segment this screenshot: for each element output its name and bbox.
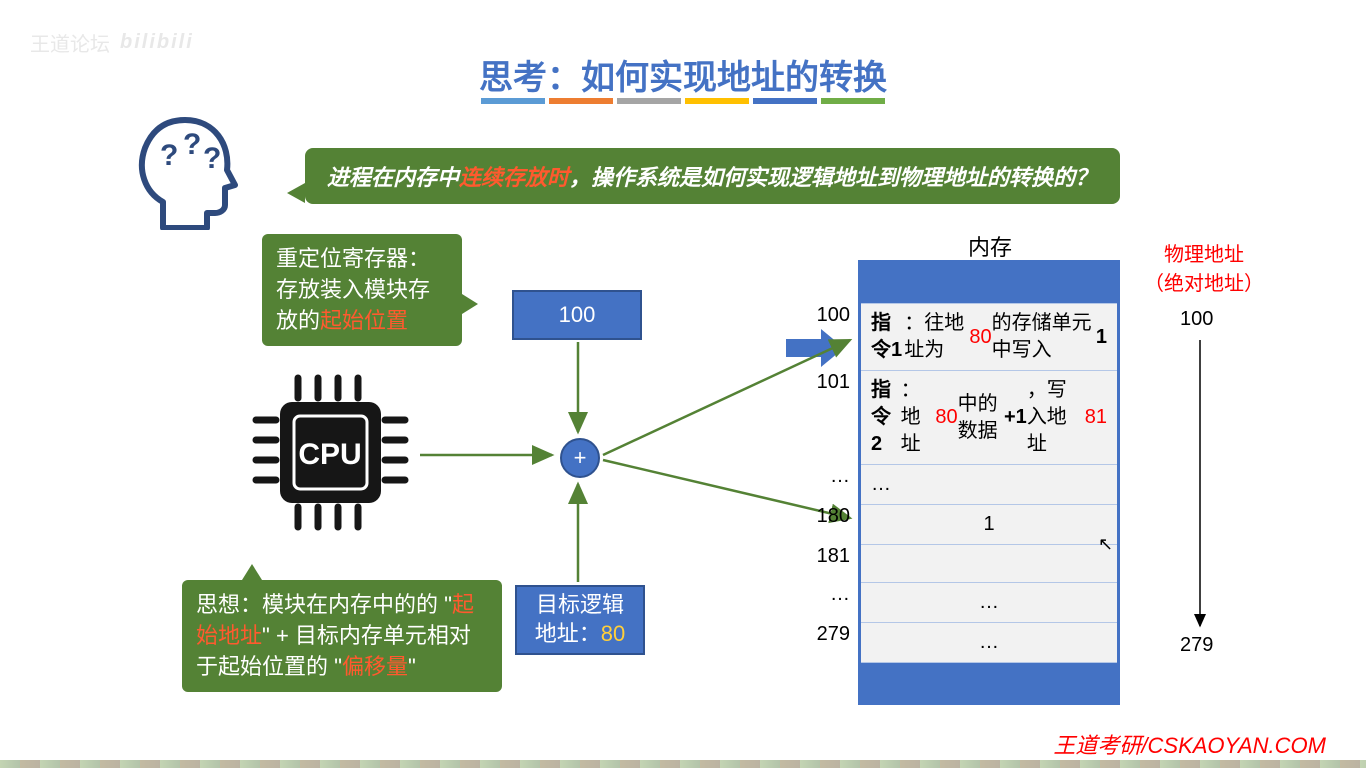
memory-row <box>861 544 1117 582</box>
bar-4 <box>685 98 749 104</box>
question-prefix: 进程在内存中 <box>327 165 459 190</box>
phys-title: 物理地址 （绝对地址） <box>1134 238 1274 296</box>
memory-cap-bottom <box>861 662 1117 702</box>
bottom-strip <box>0 760 1366 768</box>
memory-table: 指令1：往地址为 80 的存储单元中写入 1指令2：地址 80 中的数据+1，写… <box>858 260 1120 705</box>
thinking-head-icon: ? ? ? <box>115 110 245 235</box>
bar-1 <box>481 98 545 104</box>
box80-line2a: 地址： <box>535 621 601 646</box>
box80-line2b: 80 <box>601 621 625 646</box>
idea-1a: 思想：模块在内存中的的 " <box>196 592 452 617</box>
cpu-icon: CPU <box>248 370 413 540</box>
phys-bot-val: 279 <box>1180 634 1213 657</box>
memory-row: … <box>861 622 1117 662</box>
bar-3 <box>617 98 681 104</box>
memory-row: … <box>861 464 1117 504</box>
memory-row: 指令2：地址 80 中的数据+1，写入地址 81 <box>861 370 1117 464</box>
memory-rows: 指令1：往地址为 80 的存储单元中写入 1指令2：地址 80 中的数据+1，写… <box>861 303 1117 662</box>
plus-symbol: + <box>574 445 587 471</box>
logical-address-box: 目标逻辑 地址：80 <box>515 585 645 655</box>
idea-callout: 思想：模块在内存中的的 "起始地址" + 目标内存单元相对于起始位置的 "偏移量… <box>182 580 502 692</box>
memory-row: 1 <box>861 504 1117 544</box>
question-rest: ，操作系统是如何实现逻辑地址到物理地址的转换的？ <box>569 165 1097 190</box>
memory-address-label: … <box>798 583 850 606</box>
callout-tail <box>287 183 305 203</box>
question-highlight: 连续存放时 <box>459 165 569 190</box>
memory-address-label: 279 <box>798 623 850 646</box>
svg-text:?: ? <box>183 128 201 161</box>
memory-address-label: 100 <box>798 304 850 327</box>
memory-address-label: 101 <box>798 371 850 394</box>
box100-text: 100 <box>559 302 596 328</box>
memory-cap-top <box>861 263 1117 303</box>
cursor-icon: ↖ <box>1098 534 1113 555</box>
footer-credit: 王道考研/CSKAOYAN.COM <box>1053 728 1326 760</box>
callout-tail <box>242 564 262 580</box>
page-title: 思考：如何实现地址的转换 <box>0 50 1366 99</box>
callout-tail <box>462 294 478 314</box>
svg-text:?: ? <box>160 139 178 172</box>
footer-text: 王道考研/CSKAOYAN.COM <box>1053 733 1326 758</box>
bar-6 <box>821 98 885 104</box>
memory-address-label: 181 <box>798 545 850 568</box>
fat-arrow-icon <box>786 329 846 372</box>
title-text: 思考：如何实现地址的转换 <box>479 59 887 97</box>
svg-text:?: ? <box>203 142 221 175</box>
box80-line1: 目标逻辑 <box>536 592 624 617</box>
memory-row: … <box>861 582 1117 622</box>
memory-address-label: … <box>798 465 850 488</box>
question-callout: 进程在内存中连续存放时，操作系统是如何实现逻辑地址到物理地址的转换的？ <box>305 148 1120 204</box>
idea-2c: " <box>408 654 416 679</box>
adder-icon: + <box>560 438 600 478</box>
register-line2b: 起始位置 <box>320 308 408 333</box>
phys-title-2: （绝对地址） <box>1134 267 1274 296</box>
idea-2b: 偏移量 <box>342 654 408 679</box>
phys-top-val: 100 <box>1180 308 1213 331</box>
title-underline <box>481 98 885 104</box>
base-register-box: 100 <box>512 290 642 340</box>
memory-address-label: 180 <box>798 505 850 528</box>
register-line1: 重定位寄存器： <box>276 246 430 271</box>
memory-row: 指令1：往地址为 80 的存储单元中写入 1 <box>861 303 1117 370</box>
memory-title: 内存 <box>940 230 1040 262</box>
bar-5 <box>753 98 817 104</box>
slide: 王道论坛 bilibili 思考：如何实现地址的转换 ? ? ? 进程在内存中连… <box>0 0 1366 768</box>
cpu-label: CPU <box>298 438 361 471</box>
phys-title-1: 物理地址 <box>1134 238 1274 267</box>
bar-2 <box>549 98 613 104</box>
register-callout: 重定位寄存器： 存放装入模块存放的起始位置 <box>262 234 462 346</box>
